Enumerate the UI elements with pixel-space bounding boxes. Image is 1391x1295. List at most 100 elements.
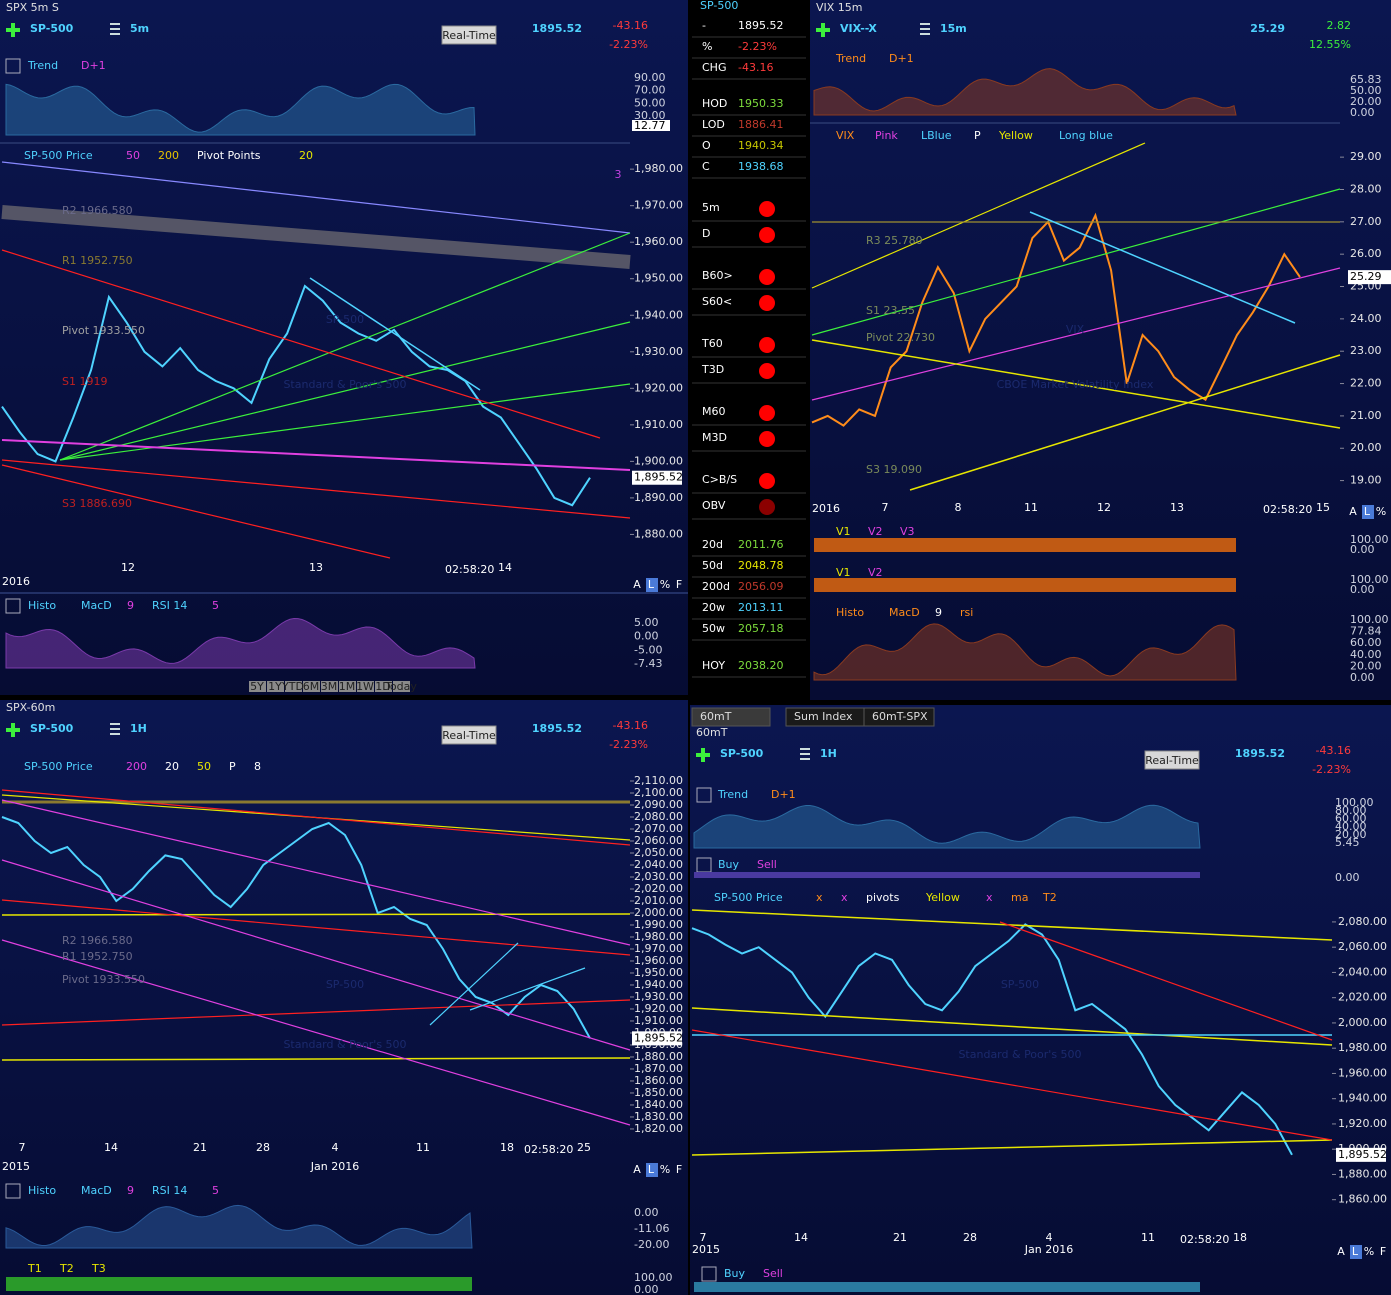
axis-button[interactable]: L (1352, 1245, 1359, 1258)
axis-button[interactable]: % (660, 1163, 670, 1176)
tab-label[interactable]: Sum Index (794, 710, 853, 723)
legend-item[interactable]: RSI 14 (152, 599, 187, 612)
axis-button[interactable]: F (676, 578, 682, 591)
legend-item[interactable]: 200 (158, 149, 179, 162)
legend-item[interactable]: 50 (126, 149, 140, 162)
legend-item[interactable]: Histo (28, 1184, 56, 1197)
axis-button[interactable]: % (660, 578, 670, 591)
trend-line (59, 232, 631, 461)
tab-label[interactable]: 60mT (700, 710, 732, 723)
interval[interactable]: 5m (130, 22, 149, 35)
legend-item[interactable]: RSI 14 (152, 1184, 187, 1197)
axis-button[interactable]: A (633, 1163, 641, 1176)
quote-value: -2.23% (738, 40, 777, 53)
legend-item[interactable]: 5 (212, 599, 219, 612)
legend-item[interactable]: Buy (718, 858, 740, 871)
range-button[interactable]: 3M (321, 680, 338, 693)
legend-item[interactable]: Pink (875, 129, 898, 142)
legend-item[interactable]: pivots (866, 891, 900, 904)
axis-button[interactable]: L (648, 1163, 655, 1176)
legend-item[interactable]: Pivot Points (197, 149, 261, 162)
symbol[interactable]: SP-500 (720, 747, 764, 760)
legend-item[interactable]: Yellow (925, 891, 960, 904)
tab-label[interactable]: 60mT-SPX (872, 710, 928, 723)
legend-item[interactable]: rsi (960, 606, 973, 619)
symbol[interactable]: SP-500 (30, 22, 74, 35)
axis-button[interactable]: L (648, 578, 655, 591)
axis-button[interactable]: L (1364, 505, 1371, 518)
legend-item[interactable]: P (974, 129, 981, 142)
legend-item[interactable]: T2 (1042, 891, 1057, 904)
legend-item[interactable]: T2 (59, 1262, 74, 1275)
axis-button[interactable]: A (1349, 505, 1357, 518)
legend-item[interactable]: 9 (127, 1184, 134, 1197)
legend-item[interactable]: 5 (212, 1184, 219, 1197)
legend-item[interactable]: VIX (836, 129, 855, 142)
legend-item[interactable]: Histo (836, 606, 864, 619)
symbol[interactable]: SP-500 (30, 722, 74, 735)
legend-item[interactable]: Long blue (1059, 129, 1113, 142)
legend-item[interactable]: MacD (81, 1184, 112, 1197)
axis-button[interactable]: F (676, 1163, 682, 1176)
range-button[interactable]: 5Y (250, 680, 264, 693)
legend-item[interactable]: Yellow (998, 129, 1033, 142)
legend-item[interactable]: MacD (889, 606, 920, 619)
range-button[interactable]: 1D (375, 680, 390, 693)
signal-label: M60 (702, 405, 726, 418)
mode-text[interactable]: Real-Time (1145, 754, 1199, 767)
interval[interactable]: 1H (130, 722, 147, 735)
interval[interactable]: 1H (820, 747, 837, 760)
axis-button[interactable]: A (633, 578, 641, 591)
legend-item[interactable]: 9 (127, 599, 134, 612)
legend-item[interactable]: Trend (835, 52, 866, 65)
legend-item[interactable]: V3 (900, 525, 915, 538)
mode-text[interactable]: Real-Time (442, 29, 496, 42)
symbol[interactable]: VIX--X (840, 22, 877, 35)
axis-button[interactable]: F (1380, 1245, 1386, 1258)
legend-item[interactable]: Buy (724, 1267, 746, 1280)
legend-item[interactable]: x (841, 891, 848, 904)
range-button[interactable]: 1Y (268, 680, 282, 693)
legend-item[interactable]: SP-500 Price (714, 891, 783, 904)
trend-line (1, 249, 601, 439)
legend-item[interactable]: 200 (126, 760, 147, 773)
legend-item[interactable]: LBlue (921, 129, 952, 142)
legend-item[interactable]: 50 (197, 760, 211, 773)
axis-button[interactable]: % (1364, 1245, 1374, 1258)
range-button[interactable]: 1W (356, 680, 374, 693)
legend-item[interactable]: T3 (91, 1262, 106, 1275)
legend-item[interactable]: 20 (299, 149, 313, 162)
legend-item[interactable]: Trend (27, 59, 58, 72)
legend-item[interactable]: x (816, 891, 823, 904)
legend-item[interactable]: Histo (28, 599, 56, 612)
axis-button[interactable]: % (1376, 505, 1386, 518)
range-button[interactable]: YTD (281, 680, 304, 693)
legend-item[interactable]: D+1 (81, 59, 106, 72)
legend-item[interactable]: x (986, 891, 993, 904)
legend-item[interactable]: D+1 (889, 52, 914, 65)
legend-item[interactable]: D+1 (771, 788, 796, 801)
legend-item[interactable]: 20 (165, 760, 179, 773)
interval[interactable]: 15m (940, 22, 967, 35)
legend-item[interactable]: Sell (763, 1267, 783, 1280)
legend-item[interactable]: Sell (757, 858, 777, 871)
legend-item[interactable]: Trend (717, 788, 748, 801)
legend-item[interactable]: SP-500 Price (24, 149, 93, 162)
mode-text[interactable]: Real-Time (442, 729, 496, 742)
legend-item[interactable]: 9 (935, 606, 942, 619)
legend-item[interactable]: V1 (836, 525, 851, 538)
legend-item[interactable]: V1 (836, 566, 851, 579)
signal-label: C>B/S (702, 473, 737, 486)
legend-item[interactable]: MacD (81, 599, 112, 612)
legend-item[interactable]: 8 (254, 760, 261, 773)
range-button[interactable]: 1M (339, 680, 356, 693)
legend-item[interactable]: SP-500 Price (24, 760, 93, 773)
legend-item[interactable]: V2 (868, 525, 883, 538)
axis-button[interactable]: A (1337, 1245, 1345, 1258)
legend-item[interactable]: T1 (27, 1262, 42, 1275)
range-button[interactable]: Today (384, 680, 417, 693)
legend-item[interactable]: ma (1011, 891, 1028, 904)
legend-item[interactable]: P (229, 760, 236, 773)
range-button[interactable]: 6M (303, 680, 320, 693)
legend-item[interactable]: V2 (868, 566, 883, 579)
